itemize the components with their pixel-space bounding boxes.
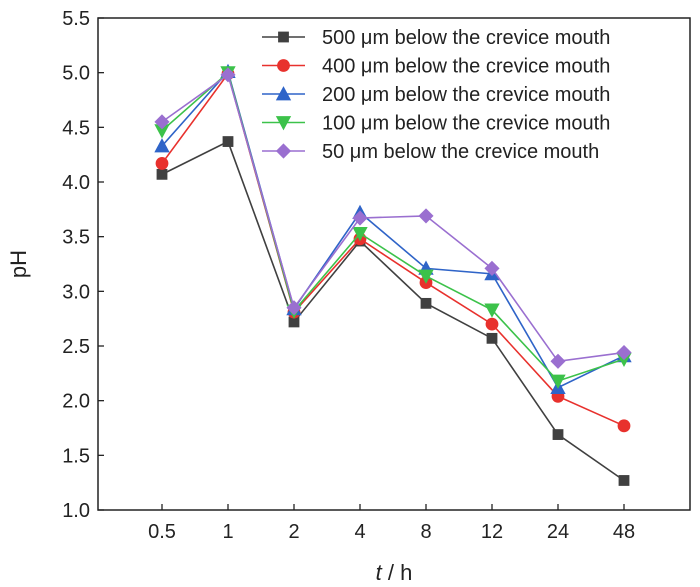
legend-label: 50 μm below the crevice mouth (322, 141, 599, 163)
legend-item: 100 μm below the crevice mouth (262, 113, 610, 135)
data-point (352, 226, 368, 242)
data-point (418, 269, 434, 284)
data-point (617, 419, 631, 433)
x-axis: 0.5 1 2 4 8 12 24 48 (148, 504, 635, 543)
x-tick-label: 48 (613, 521, 635, 543)
x-tick-label: 8 (420, 521, 431, 543)
x-tick-label: 1 (222, 521, 233, 543)
series-4 (154, 67, 632, 369)
data-point (352, 210, 368, 226)
legend-marker (275, 116, 292, 131)
data-point (154, 138, 170, 153)
data-point (550, 374, 566, 389)
legend-label: 400 μm below the crevice mouth (322, 56, 610, 78)
data-point (420, 297, 432, 309)
x-tick-label: 2 (288, 521, 299, 543)
x-tick-label: 12 (481, 521, 503, 543)
data-point (618, 475, 630, 486)
legend-label: 500 μm below the crevice mouth (322, 27, 610, 49)
x-axis-title-unit: / h (382, 560, 413, 585)
y-tick-label: 3.5 (62, 227, 90, 249)
data-point (485, 317, 499, 331)
y-tick-label: 1.5 (62, 445, 90, 467)
series-line (161, 73, 625, 363)
data-point (154, 114, 170, 130)
data-point (156, 168, 168, 180)
x-axis-title: t / h (376, 560, 413, 585)
legend-label: 200 μm below the crevice mouth (322, 84, 610, 106)
y-tick-label: 1.0 (62, 500, 90, 522)
x-tick-label: 24 (547, 521, 569, 543)
y-tick-label: 5.5 (62, 8, 90, 30)
legend-marker (277, 59, 290, 72)
y-tick-label: 4.5 (62, 117, 90, 139)
y-tick-label: 4.0 (62, 172, 90, 194)
legend-item: 400 μm below the crevice mouth (262, 56, 610, 78)
legend-item: 500 μm below the crevice mouth (262, 27, 610, 49)
data-point (155, 157, 169, 170)
data-point (550, 353, 566, 369)
series-layer (154, 63, 632, 486)
data-point (486, 332, 498, 344)
data-point (484, 260, 500, 276)
x-axis-title-italic: t (376, 560, 383, 585)
y-tick-label: 5.0 (62, 63, 90, 85)
data-point (616, 344, 632, 361)
x-tick-label: 4 (354, 521, 365, 543)
x-tick-label: 0.5 (148, 521, 176, 543)
legend-marker (275, 143, 292, 159)
y-tick-label: 2.0 (62, 391, 90, 413)
y-axis-title: pH (6, 250, 31, 278)
y-tick-label: 2.5 (62, 336, 90, 358)
data-point (222, 136, 234, 147)
y-tick-label: 3.0 (62, 281, 90, 303)
y-axis: 1.0 1.5 2.0 2.5 3.0 3.5 4.0 4.5 5.0 5.5 (62, 8, 104, 522)
data-point (552, 429, 564, 440)
data-point (418, 208, 434, 224)
legend-item: 50 μm below the crevice mouth (262, 141, 599, 163)
legend-marker (278, 31, 289, 43)
legend-label: 100 μm below the crevice mouth (322, 113, 610, 135)
data-point (484, 303, 500, 318)
legend: 500 μm below the crevice mouth 400 μm bel… (262, 27, 610, 163)
series-0 (156, 136, 630, 486)
legend-item: 200 μm below the crevice mouth (262, 84, 610, 106)
data-point (220, 67, 236, 83)
data-point (286, 300, 302, 316)
plot-area (97, 17, 691, 511)
legend-marker (275, 86, 292, 101)
series-line (161, 140, 625, 482)
